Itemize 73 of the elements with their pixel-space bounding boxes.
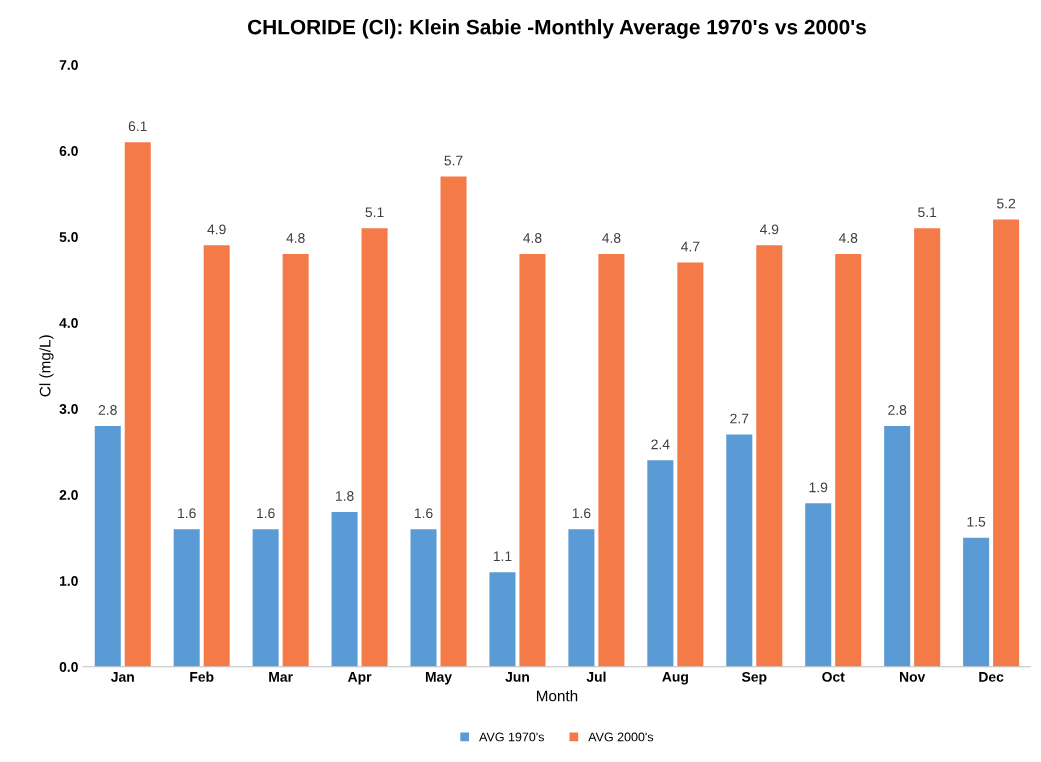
chart-title: CHLORIDE (Cl): Klein Sabie -Monthly Average 1970's vs 2000's [247,19,866,39]
x-tick-label: Jun [505,672,529,682]
data-label: 4.8 [838,233,858,243]
x-tick-label: Nov [899,672,926,682]
x-axis-title: Month [536,690,578,702]
bar [993,219,1020,667]
data-label: 2.8 [98,405,117,415]
data-label: 1.6 [572,508,591,519]
data-label: 2.8 [888,405,907,415]
bar [173,529,200,667]
bar [835,253,862,667]
y-tick-label: 2.0 [59,490,78,500]
bar [94,425,121,667]
x-tick-label: Aug [662,672,688,685]
y-tick-label: 0.0 [59,662,78,672]
x-tick-label: Mar [269,672,293,682]
x-tick-label: May [425,672,452,685]
legend-label: AVG 2000's [588,732,654,742]
data-label: 1.6 [414,508,433,519]
x-tick-label: Sep [741,671,767,685]
bar [568,529,595,667]
data-label: 5.7 [444,155,463,166]
bar [914,228,941,667]
x-tick-label: Jul [586,671,606,682]
x-tick-label: Apr [347,672,372,685]
bar [677,262,704,667]
x-tick-label: Jan [111,672,134,682]
y-axis-title: Cl (mg/L) [39,335,54,397]
bar [519,253,546,667]
data-label: 1.8 [335,491,354,501]
y-tick-label: 3.0 [59,404,78,414]
data-label: 4.8 [602,233,621,243]
bar [726,434,753,667]
x-tick-label: Oct [822,671,845,682]
bar [489,572,516,667]
data-label: 4.9 [759,224,779,235]
data-label: 4.8 [286,233,305,243]
x-tick-label: Dec [979,672,1004,682]
bar [598,253,625,667]
data-label: 1.6 [257,508,275,519]
data-label: 5.1 [365,207,384,218]
data-label: 1.5 [967,516,986,527]
bar [410,529,437,667]
bar [361,228,388,667]
data-label: 4.9 [207,224,226,235]
bar [252,529,279,667]
y-tick-label: 4.0 [59,318,78,328]
bar [963,537,990,667]
bar [282,253,309,667]
bar [756,245,783,667]
bar [884,425,911,667]
x-tick-label: Feb [190,671,214,682]
legend-label: AVG 1970's [479,732,544,742]
data-label: 5.1 [918,207,937,218]
data-label: 1.1 [493,551,512,561]
bar [440,176,467,667]
y-tick-label: 6.0 [59,146,78,156]
data-label: 2.7 [730,413,749,424]
data-label: 6.1 [128,121,147,132]
bar [805,503,832,667]
y-tick-label: 7.0 [59,60,78,70]
y-tick-label: 5.0 [59,232,78,242]
data-label: 4.8 [523,233,542,243]
data-label: 1.6 [178,508,196,519]
data-label: 2.4 [651,439,670,450]
data-label: 5.2 [997,198,1016,209]
y-tick-label: 1.0 [59,576,78,586]
data-label: 1.9 [809,482,828,493]
bar [331,511,358,667]
bar [647,460,674,667]
data-label: 4.7 [681,241,700,252]
bar [203,245,230,667]
bar [124,142,151,667]
